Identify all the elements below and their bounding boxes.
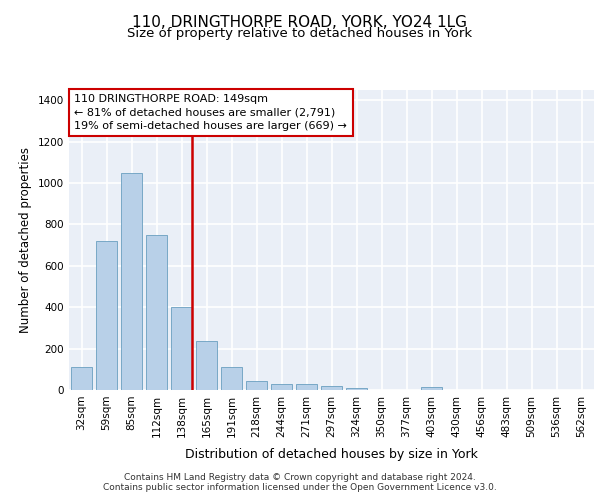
Bar (146, 235, 167, 390)
Bar (271, 384, 292, 390)
Bar (171, 307, 192, 390)
Text: 110 DRINGTHORPE ROAD: 149sqm
← 81% of detached houses are smaller (2,791)
19% of: 110 DRINGTHORPE ROAD: 149sqm ← 81% of de… (74, 94, 347, 131)
Bar (346, 388, 367, 390)
Y-axis label: Number of detached properties: Number of detached properties (19, 147, 32, 333)
Bar (121, 173, 142, 390)
Text: Size of property relative to detached houses in York: Size of property relative to detached ho… (127, 28, 473, 40)
Bar (196, 342, 217, 390)
Bar (296, 384, 317, 390)
Text: 110, DRINGTHORPE ROAD, YORK, YO24 1LG: 110, DRINGTHORPE ROAD, YORK, YO24 1LG (133, 15, 467, 30)
Text: Contains HM Land Registry data © Crown copyright and database right 2024.
Contai: Contains HM Land Registry data © Crown c… (103, 473, 497, 492)
Bar (71, 367, 92, 390)
Bar (246, 380, 267, 390)
Bar (321, 386, 342, 390)
Bar (221, 367, 242, 390)
Bar (96, 241, 117, 390)
X-axis label: Distribution of detached houses by size in York: Distribution of detached houses by size … (185, 448, 478, 461)
Bar (421, 387, 442, 390)
